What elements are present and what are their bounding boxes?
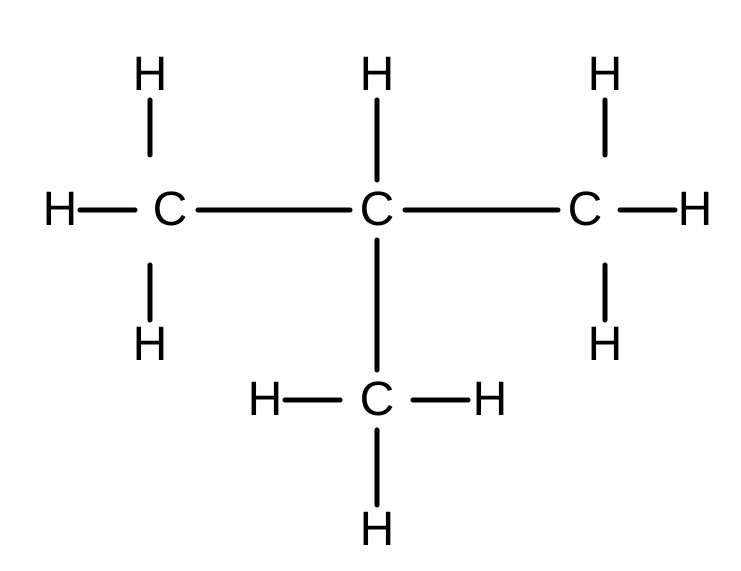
- atom-h: H: [43, 186, 78, 234]
- atom-h: H: [133, 51, 168, 99]
- atom-h: H: [360, 51, 395, 99]
- atom-h: H: [678, 186, 713, 234]
- atom-h: H: [473, 376, 508, 424]
- atom-c: C: [360, 186, 395, 234]
- atom-c: C: [360, 376, 395, 424]
- atom-c: C: [568, 186, 603, 234]
- atom-h: H: [588, 321, 623, 369]
- atom-h: H: [248, 376, 283, 424]
- atom-h: H: [360, 506, 395, 554]
- atom-h: H: [133, 321, 168, 369]
- atom-h: H: [588, 51, 623, 99]
- atom-c: C: [153, 186, 188, 234]
